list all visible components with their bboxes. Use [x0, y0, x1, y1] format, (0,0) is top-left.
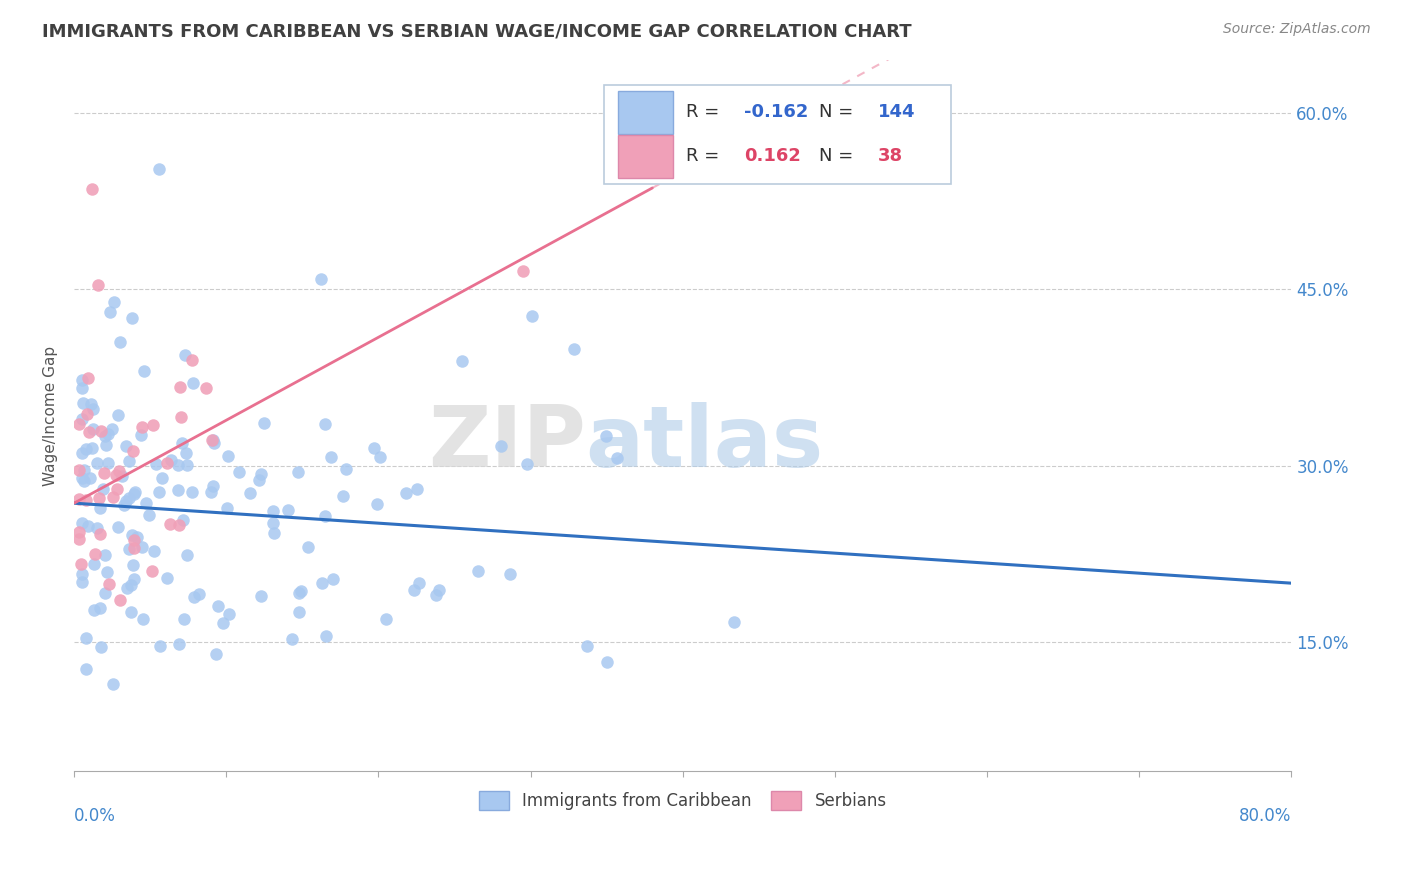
- Text: R =: R =: [686, 103, 725, 121]
- Legend: Immigrants from Caribbean, Serbians: Immigrants from Caribbean, Serbians: [472, 784, 894, 816]
- Text: 38: 38: [877, 147, 903, 165]
- Y-axis label: Wage/Income Gap: Wage/Income Gap: [44, 345, 58, 485]
- FancyBboxPatch shape: [603, 85, 950, 184]
- Text: Source: ZipAtlas.com: Source: ZipAtlas.com: [1223, 22, 1371, 37]
- Text: N =: N =: [820, 147, 859, 165]
- Text: 80.0%: 80.0%: [1239, 806, 1292, 825]
- Text: atlas: atlas: [585, 402, 824, 485]
- Text: IMMIGRANTS FROM CARIBBEAN VS SERBIAN WAGE/INCOME GAP CORRELATION CHART: IMMIGRANTS FROM CARIBBEAN VS SERBIAN WAG…: [42, 22, 912, 40]
- Text: 0.0%: 0.0%: [75, 806, 115, 825]
- FancyBboxPatch shape: [619, 135, 673, 178]
- Text: R =: R =: [686, 147, 725, 165]
- Text: 144: 144: [877, 103, 915, 121]
- Text: ZIP: ZIP: [427, 402, 585, 485]
- Text: N =: N =: [820, 103, 859, 121]
- Text: 0.162: 0.162: [744, 147, 800, 165]
- FancyBboxPatch shape: [619, 91, 673, 134]
- Text: -0.162: -0.162: [744, 103, 808, 121]
